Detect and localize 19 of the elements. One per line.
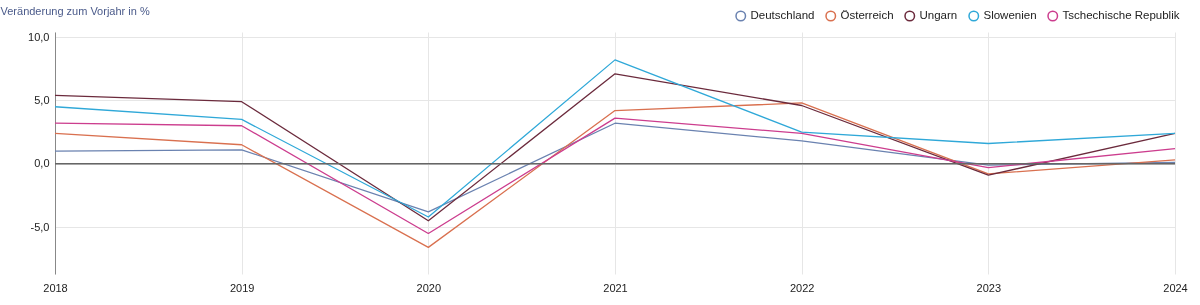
y-tick-label: 10,0: [28, 30, 50, 43]
y-tick-label: 0,0: [34, 157, 50, 170]
legend-label: Ungarn: [919, 9, 958, 21]
y-axis-title: Veränderung zum Vorjahr in %: [0, 4, 150, 17]
line-series: [54, 117, 1176, 235]
legend-label: Tschechische Republik: [1062, 9, 1180, 21]
x-tick-label: 2021: [603, 281, 628, 294]
x-tick-label: 2022: [789, 281, 815, 294]
x-tick-label: 2020: [416, 281, 442, 294]
legend-label: Österreich: [840, 9, 894, 21]
x-tick-label: 2018: [43, 281, 68, 294]
legend-label: Deutschland: [750, 9, 815, 21]
x-tick-label: 2024: [1163, 281, 1188, 294]
y-tick-label: -5,0: [30, 220, 50, 233]
legend-label: Slowenien: [983, 9, 1037, 21]
x-tick-label: 2023: [976, 281, 1002, 294]
line-series: [54, 102, 1176, 249]
y-tick-label: 5,0: [34, 93, 50, 106]
x-tick-label: 2019: [229, 281, 255, 294]
